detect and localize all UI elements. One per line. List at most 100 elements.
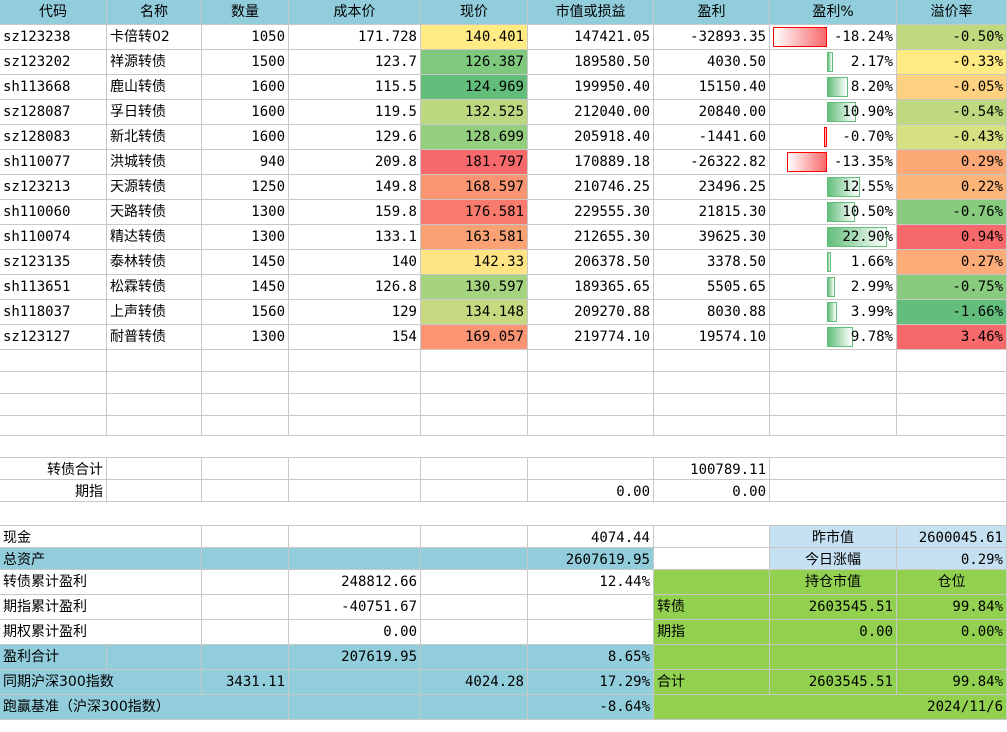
empty-cell[interactable] bbox=[289, 372, 421, 394]
cell-code[interactable]: sh110060 bbox=[0, 200, 107, 225]
date-cell[interactable]: 2024/11/6 bbox=[654, 695, 1007, 720]
cell-qty[interactable]: 1050 bbox=[202, 25, 289, 50]
today-change-label[interactable]: 今日涨幅 bbox=[770, 548, 897, 570]
cell-profit[interactable]: 8030.88 bbox=[654, 300, 770, 325]
cell-premium[interactable]: -0.50% bbox=[897, 25, 1007, 50]
cell-premium[interactable]: 0.29% bbox=[897, 150, 1007, 175]
prev-value[interactable]: 2600045.61 bbox=[897, 526, 1007, 548]
empty-cell[interactable] bbox=[0, 416, 107, 436]
cell-name[interactable]: 泰林转债 bbox=[107, 250, 202, 275]
pos-fut-label[interactable]: 期指 bbox=[654, 620, 770, 645]
cell-name[interactable]: 松霖转债 bbox=[107, 275, 202, 300]
cell-name[interactable]: 孚日转债 bbox=[107, 100, 202, 125]
empty-cell[interactable] bbox=[770, 458, 1007, 480]
empty-cell[interactable] bbox=[202, 548, 289, 570]
cell-value[interactable]: 170889.18 bbox=[528, 150, 654, 175]
cell-premium[interactable]: 0.27% bbox=[897, 250, 1007, 275]
cell-code[interactable]: sz128087 bbox=[0, 100, 107, 125]
profit-total-label[interactable]: 盈利合计 bbox=[0, 645, 107, 670]
beat-pct[interactable]: -8.64% bbox=[528, 695, 654, 720]
cell-value[interactable]: 189365.65 bbox=[528, 275, 654, 300]
empty-cell[interactable] bbox=[421, 620, 528, 645]
cell-profit-pct[interactable]: 12.55% bbox=[770, 175, 897, 200]
total-assets-label[interactable]: 总资产 bbox=[0, 548, 202, 570]
empty-cell[interactable] bbox=[897, 350, 1007, 372]
cell-code[interactable]: sz123127 bbox=[0, 325, 107, 350]
cell-name[interactable]: 耐普转债 bbox=[107, 325, 202, 350]
empty-cell[interactable] bbox=[107, 372, 202, 394]
empty-cell[interactable] bbox=[421, 394, 528, 416]
cell-code[interactable]: sz123238 bbox=[0, 25, 107, 50]
cell-value[interactable]: 206378.50 bbox=[528, 250, 654, 275]
cell-price[interactable]: 124.969 bbox=[421, 75, 528, 100]
empty-cell[interactable] bbox=[654, 350, 770, 372]
profit-total-pct[interactable]: 8.65% bbox=[528, 645, 654, 670]
cb-total-profit[interactable]: 100789.11 bbox=[654, 458, 770, 480]
empty-cell[interactable] bbox=[421, 458, 528, 480]
cell-premium[interactable]: 0.22% bbox=[897, 175, 1007, 200]
cell-cost[interactable]: 171.728 bbox=[289, 25, 421, 50]
cb-cum-value[interactable]: 248812.66 bbox=[289, 570, 421, 595]
cell-qty[interactable]: 1300 bbox=[202, 325, 289, 350]
cell-profit[interactable]: 20840.00 bbox=[654, 100, 770, 125]
futures-profit[interactable]: 0.00 bbox=[654, 480, 770, 502]
empty-cell[interactable] bbox=[289, 526, 421, 548]
cell-cost[interactable]: 126.8 bbox=[289, 275, 421, 300]
empty-cell[interactable] bbox=[654, 548, 770, 570]
empty-cell[interactable] bbox=[202, 416, 289, 436]
empty-cell[interactable] bbox=[289, 458, 421, 480]
cell-value[interactable]: 212040.00 bbox=[528, 100, 654, 125]
cell-name[interactable]: 天源转债 bbox=[107, 175, 202, 200]
empty-cell[interactable] bbox=[107, 458, 202, 480]
empty-cell[interactable] bbox=[202, 394, 289, 416]
cell-profit[interactable]: 39625.30 bbox=[654, 225, 770, 250]
empty-cell[interactable] bbox=[654, 372, 770, 394]
cell-qty[interactable]: 940 bbox=[202, 150, 289, 175]
empty-cell[interactable] bbox=[897, 645, 1007, 670]
empty-cell[interactable] bbox=[421, 595, 528, 620]
empty-cell[interactable] bbox=[421, 526, 528, 548]
empty-cell[interactable] bbox=[654, 394, 770, 416]
empty-cell[interactable] bbox=[202, 645, 289, 670]
empty-cell[interactable] bbox=[770, 394, 897, 416]
empty-cell[interactable] bbox=[421, 350, 528, 372]
cell-name[interactable]: 精达转债 bbox=[107, 225, 202, 250]
empty-cell[interactable] bbox=[770, 350, 897, 372]
cell-qty[interactable]: 1300 bbox=[202, 200, 289, 225]
cell-price[interactable]: 128.699 bbox=[421, 125, 528, 150]
cell-cost[interactable]: 209.8 bbox=[289, 150, 421, 175]
empty-cell[interactable] bbox=[421, 645, 528, 670]
cell-cost[interactable]: 119.5 bbox=[289, 100, 421, 125]
profit-total-value[interactable]: 207619.95 bbox=[289, 645, 421, 670]
cell-profit-pct[interactable]: -18.24% bbox=[770, 25, 897, 50]
beat-label[interactable]: 跑赢基准（沪深300指数） bbox=[0, 695, 289, 720]
pos-cb-label[interactable]: 转债 bbox=[654, 595, 770, 620]
cell-code[interactable]: sh118037 bbox=[0, 300, 107, 325]
cb-cum-label[interactable]: 转债累计盈利 bbox=[0, 570, 202, 595]
empty-cell[interactable] bbox=[770, 645, 897, 670]
hs300-base[interactable]: 3431.11 bbox=[202, 670, 289, 695]
empty-cell[interactable] bbox=[770, 416, 897, 436]
empty-cell[interactable] bbox=[528, 595, 654, 620]
pos-total-pct[interactable]: 99.84% bbox=[897, 670, 1007, 695]
empty-cell[interactable] bbox=[897, 416, 1007, 436]
cell-price[interactable]: 169.057 bbox=[421, 325, 528, 350]
empty-cell[interactable] bbox=[528, 350, 654, 372]
empty-cell[interactable] bbox=[289, 695, 421, 720]
hs300-pct[interactable]: 17.29% bbox=[528, 670, 654, 695]
pos-total-value[interactable]: 2603545.51 bbox=[770, 670, 897, 695]
header-profit-pct[interactable]: 盈利% bbox=[770, 0, 897, 25]
cell-cost[interactable]: 133.1 bbox=[289, 225, 421, 250]
empty-cell[interactable] bbox=[202, 526, 289, 548]
cell-price[interactable]: 176.581 bbox=[421, 200, 528, 225]
opt-cum-value[interactable]: 0.00 bbox=[289, 620, 421, 645]
empty-cell[interactable] bbox=[528, 416, 654, 436]
cell-premium[interactable]: -0.76% bbox=[897, 200, 1007, 225]
cell-qty[interactable]: 1500 bbox=[202, 50, 289, 75]
cell-code[interactable]: sh113651 bbox=[0, 275, 107, 300]
empty-cell[interactable] bbox=[202, 372, 289, 394]
cell-name[interactable]: 祥源转债 bbox=[107, 50, 202, 75]
empty-cell[interactable] bbox=[421, 570, 528, 595]
cell-code[interactable]: sz128083 bbox=[0, 125, 107, 150]
empty-cell[interactable] bbox=[107, 394, 202, 416]
